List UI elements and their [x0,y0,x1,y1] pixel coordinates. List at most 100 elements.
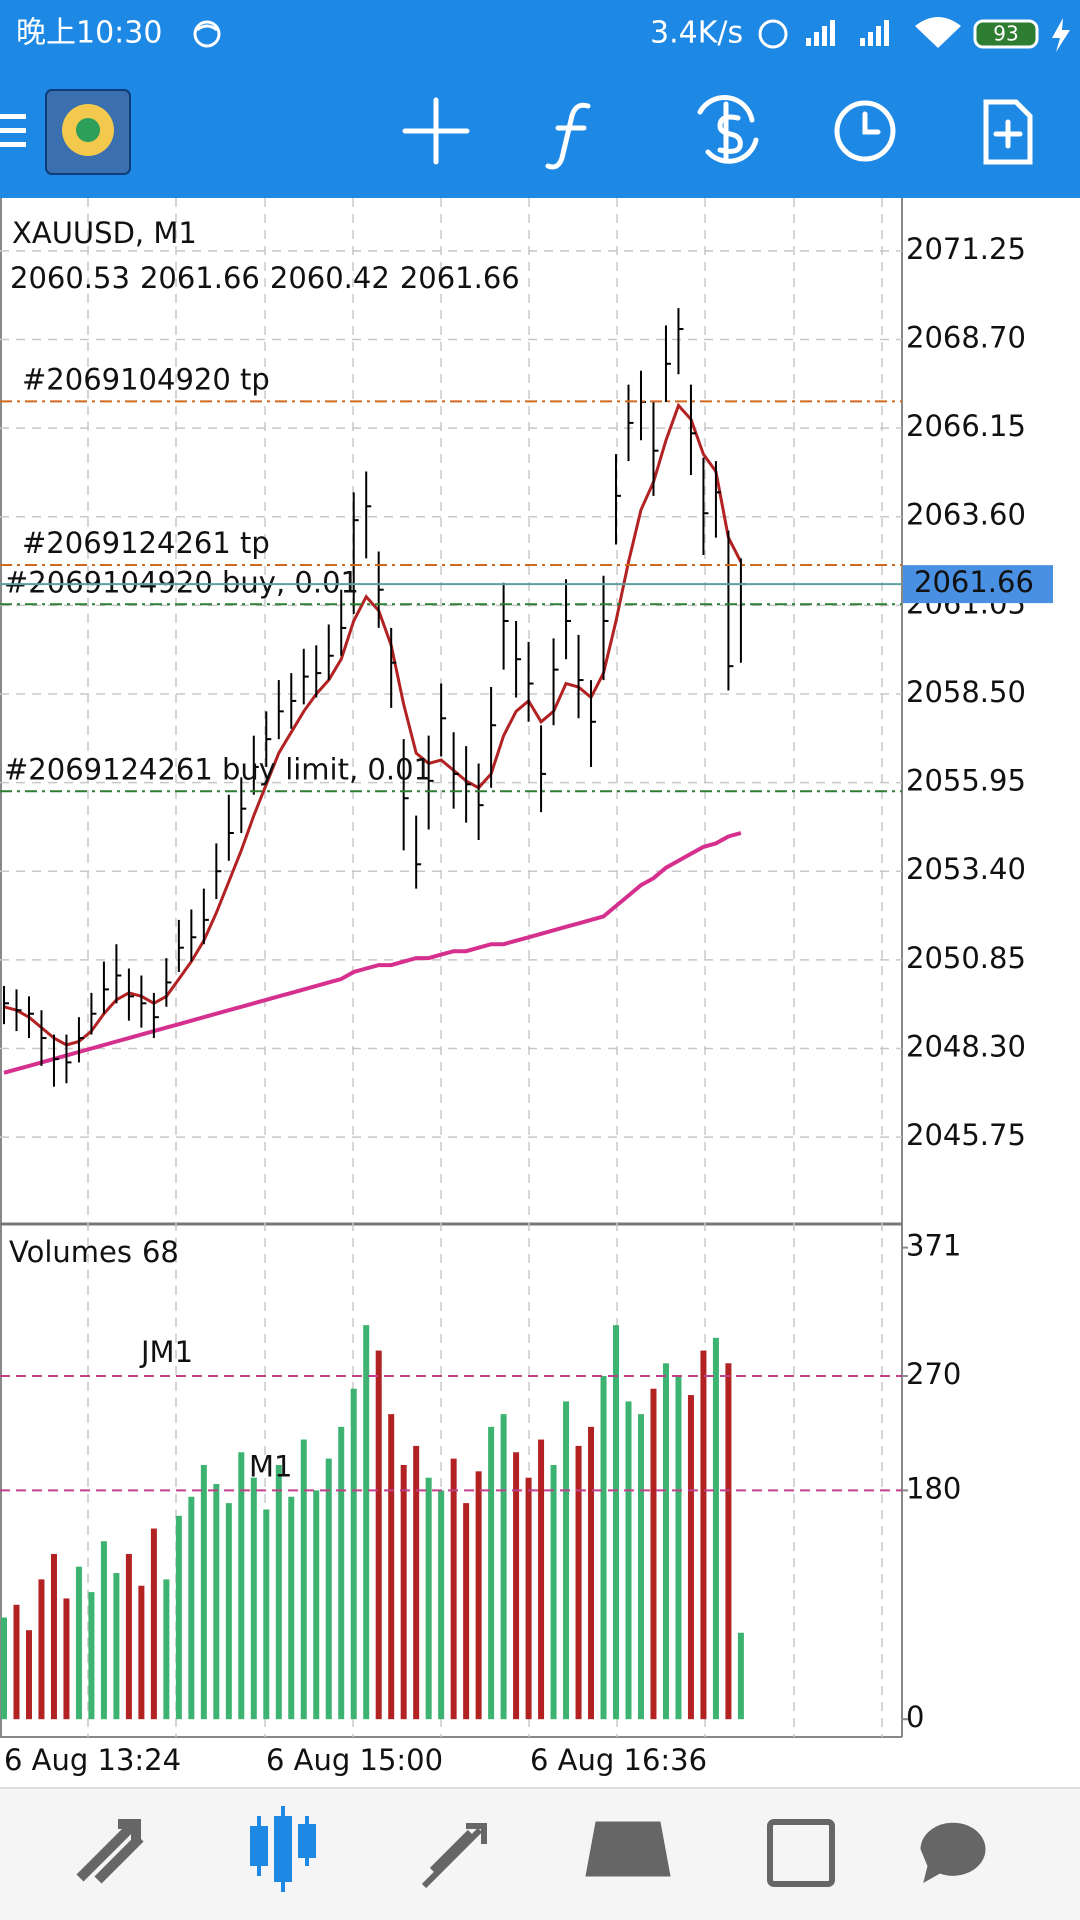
volume-bar [1,1617,7,1720]
volume-bar [13,1604,20,1720]
volume-bar [175,1515,182,1720]
bid-label: 2061.66 [914,565,1034,599]
volume-bar [400,1464,407,1720]
close: 2061.66 [400,261,520,295]
volume-bar [275,1464,282,1720]
signal-icons [758,17,961,49]
low: 2060.42 [270,261,390,295]
volume-bar [75,1566,82,1720]
order-label: #2069104920 tp [22,362,270,396]
volume-bar [588,1426,595,1720]
volume-bar [563,1401,570,1720]
volume-name: Volumes [9,1235,132,1269]
volume-bar [725,1363,732,1720]
plot: 2071.252068.702066.152063.602061.052058.… [0,232,1053,1734]
volume-bar [475,1471,482,1720]
price-tick-label: 2063.60 [906,498,1026,532]
volume-level-label: JM1 [139,1335,193,1369]
volume-bar [613,1325,620,1720]
moving-average [3,402,743,1047]
ohlc: 2060.53 2061.66 2060.42 2061.66 [10,261,520,295]
volume-bar [650,1388,657,1720]
volume-bar [637,1414,644,1720]
volume-bar [550,1464,557,1720]
net-speed: 3.4K/s [650,16,743,51]
price-tick-label: 2048.30 [906,1029,1026,1063]
volume-bar [438,1490,445,1720]
volume-bar [350,1388,357,1720]
volume-current: 68 [142,1235,179,1269]
volume-bar [687,1395,694,1720]
order-label: #2069124261 tp [22,526,270,560]
volume-bar [375,1350,382,1720]
price-tick-label: 2055.95 [906,764,1026,798]
volume-bar [88,1592,95,1720]
status-icon [193,20,221,48]
volume-bar [538,1439,545,1720]
battery [973,19,1039,49]
time-label: 6 Aug 13:24 [4,1743,181,1777]
history-tab[interactable] [585,1821,671,1877]
history-button[interactable] [834,100,896,162]
crosshair-button[interactable] [402,97,470,165]
volume-bar [363,1325,370,1720]
charging-icon [1052,18,1070,52]
volume-bar [700,1350,707,1720]
volume-bar [25,1630,32,1720]
time-label: 6 Aug 16:36 [530,1743,707,1777]
volume-bar [625,1401,632,1720]
volume-bar [300,1439,307,1720]
volume-tick-label: 270 [906,1357,961,1391]
time-label: 6 Aug 15:00 [266,1743,443,1777]
volume-bar [325,1458,332,1720]
volume-bar [100,1541,107,1720]
volume-bar [737,1632,744,1720]
logo-mark [76,118,100,142]
high: 2061.66 [140,261,260,295]
volume-bar [188,1496,195,1720]
new-order-button[interactable] [983,99,1033,165]
menu-button[interactable] [0,114,26,147]
quotes-tab[interactable] [76,1819,144,1884]
volume-bar [288,1496,295,1720]
volume-bar [150,1528,157,1720]
trade-tab[interactable] [421,1823,487,1889]
volume-bar [500,1414,507,1720]
clock: 晚上10:30 [16,16,162,51]
volume-bar [138,1585,145,1720]
volume-bar [338,1426,345,1720]
volume-bar [63,1598,70,1720]
price-tick-label: 2045.75 [906,1118,1026,1152]
volume-bar [488,1426,495,1720]
clock-hands [862,111,881,135]
battery-level: 93 [993,22,1018,46]
volume-bar [38,1579,45,1720]
volume-bar [675,1375,682,1720]
volume-bar [662,1363,669,1720]
volume-tick-label: 371 [906,1229,961,1263]
indicators-button[interactable] [545,102,591,170]
chat-tab[interactable] [920,1822,986,1884]
chart-tab[interactable] [250,1806,316,1892]
price-tick-label: 2066.15 [906,409,1026,443]
news-tab[interactable] [767,1819,835,1887]
price-tick-label: 2058.50 [906,675,1026,709]
volume-bar [113,1573,120,1720]
volume-bar [50,1553,57,1720]
open: 2060.53 [10,261,130,295]
volume-tick-label: 0 [906,1700,924,1734]
volume-bar [225,1503,232,1720]
volume-tick-label: 180 [906,1471,961,1505]
volume-bar [313,1490,320,1720]
order-label: #2069104920 buy, 0.01 [4,565,359,599]
volume-bar [525,1477,532,1720]
trade-button[interactable] [697,94,759,164]
volume-title: Volumes 68 [9,1235,179,1269]
volume-bar [450,1458,457,1720]
price-tick-label: 2071.25 [906,232,1026,266]
volume-bar [425,1477,432,1720]
volume-bar [388,1414,395,1720]
volume-bar [575,1445,582,1720]
